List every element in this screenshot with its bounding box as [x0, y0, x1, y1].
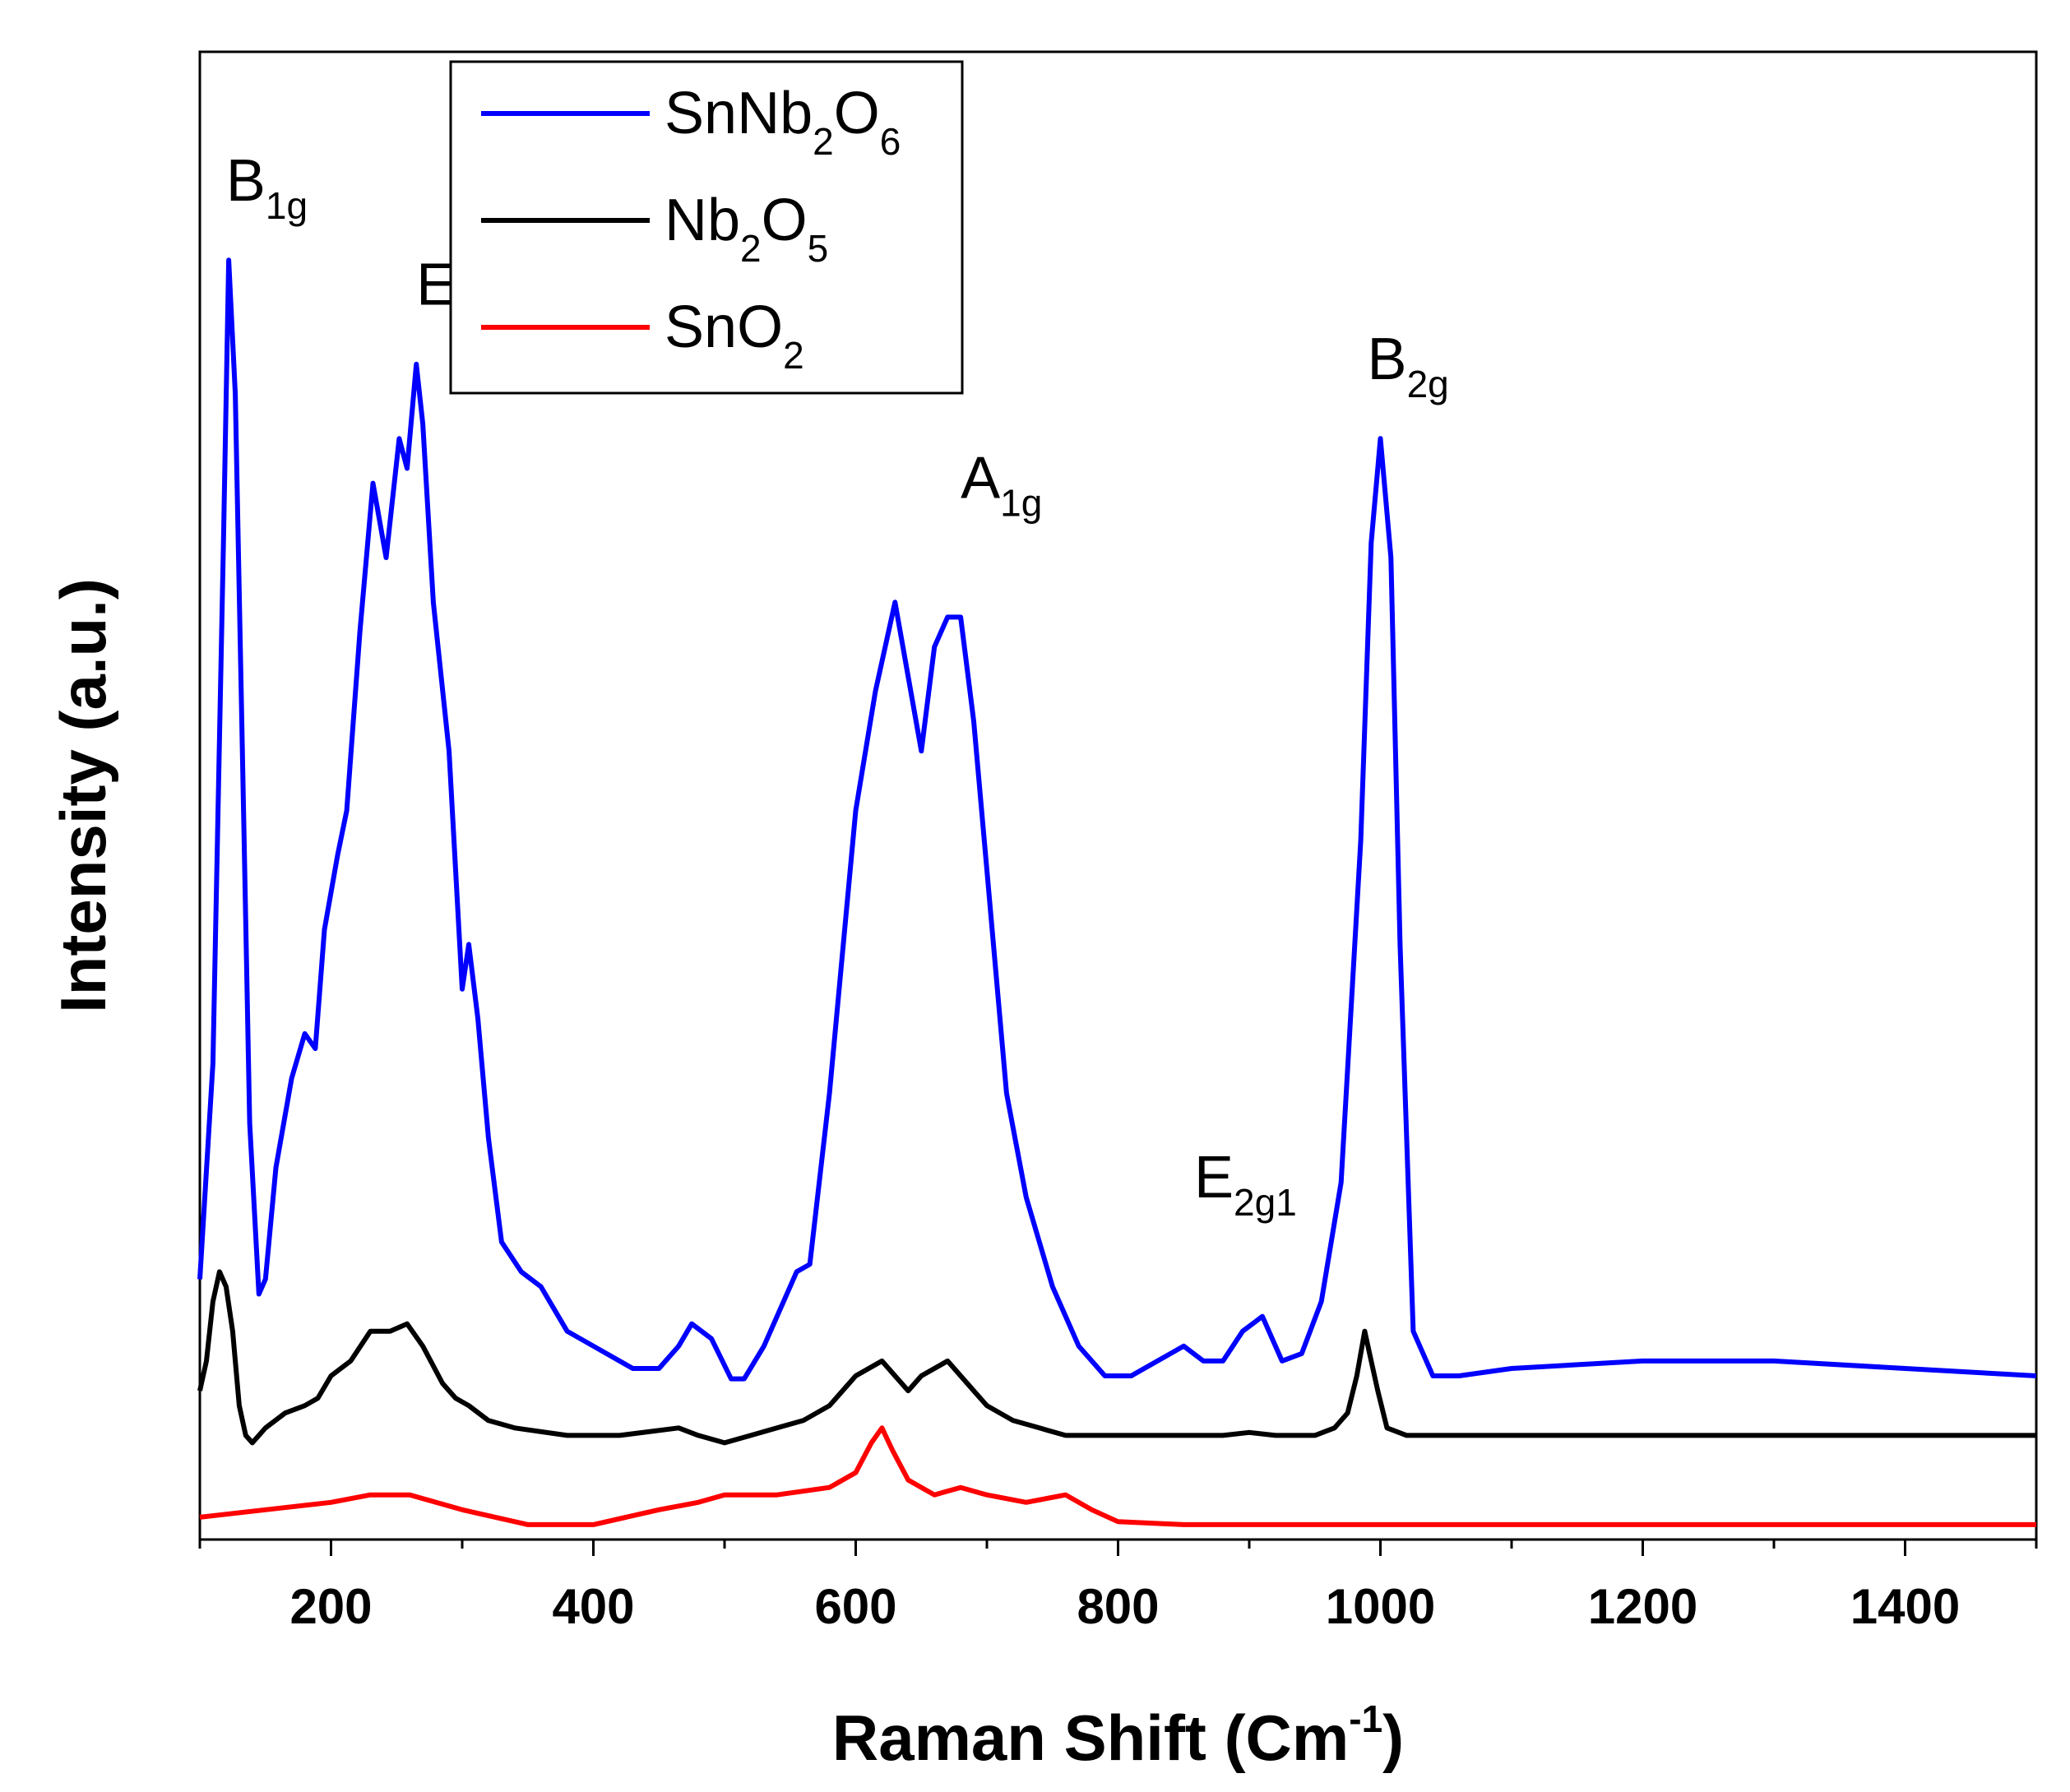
x-axis-title: Raman Shift (Cm-1)	[832, 1697, 1404, 1774]
peak-label: A1g	[961, 446, 1042, 525]
y-axis-title: Intensity (a.u.)	[47, 578, 119, 1013]
peak-label: E2g1	[1194, 1145, 1297, 1224]
legend-box	[449, 60, 964, 395]
axes: 200 400 600 800 1000 1200 1400	[198, 50, 2038, 1634]
peak-label: B2g	[1368, 326, 1449, 405]
x-tick-label: 1200	[1588, 1579, 1697, 1634]
series-line-1	[197, 1269, 2036, 1446]
series-line-0	[197, 257, 2037, 1382]
series-line-2	[199, 1425, 2036, 1527]
x-tick-label: 600	[814, 1579, 896, 1634]
x-tick-label: 800	[1077, 1579, 1159, 1634]
legend-label: SnNb2O6	[665, 81, 901, 163]
legend-label: SnO2	[665, 294, 804, 377]
legend: SnNb2O6 Nb2O5 SnO2	[449, 60, 964, 395]
peak-label: B1g	[226, 148, 308, 227]
x-tick-label: 400	[552, 1579, 634, 1634]
x-tick-label: 1400	[1850, 1579, 1960, 1634]
series-group	[197, 257, 2037, 1527]
x-tick-label: 200	[289, 1579, 372, 1634]
legend-label: Nb2O5	[665, 188, 828, 270]
x-tick-label: 1000	[1326, 1579, 1435, 1634]
